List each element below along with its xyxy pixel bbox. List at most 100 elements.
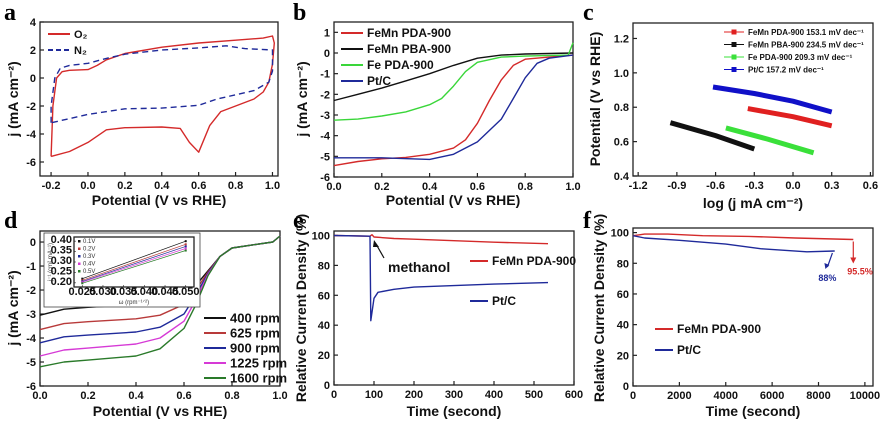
- legend-label: FeMn PDA-900: [492, 254, 576, 268]
- y-tick-label: 0.30: [51, 255, 72, 267]
- x-tick-label: 0.0: [326, 181, 341, 193]
- legend-label: 625 rpm: [230, 326, 280, 341]
- panel-c: c -1.2 -0.9 -0.6 -0.3 0.0 0.3 0.6 0.4 0.6 0.8 1.0 1.…: [583, 0, 878, 211]
- inset-data-point: [184, 243, 187, 246]
- x-tick-label: 0.8: [224, 390, 239, 402]
- x-tick-label: 200: [405, 389, 423, 401]
- x-tick-label: 300: [445, 389, 463, 401]
- y-tick-label: 0: [30, 237, 36, 249]
- y-tick-label: 60: [318, 290, 330, 302]
- series-line-1: [632, 235, 835, 253]
- y-tick-label: -2: [320, 89, 330, 101]
- x-tick-label: 1.0: [265, 180, 280, 192]
- x-tick-label: 0.025: [69, 286, 97, 298]
- series-line-0: [333, 233, 549, 245]
- y-tick-label: -6: [320, 172, 330, 184]
- x-tick-label: 0.2: [80, 390, 95, 402]
- inset-y-title: j⁻¹ (cm² mA⁻¹): [48, 243, 54, 282]
- y-tick-label: -2: [26, 285, 36, 297]
- inset-data-point: [184, 240, 187, 243]
- panel-letter: f: [583, 208, 592, 234]
- x-tick-label: 0: [630, 390, 636, 402]
- inset-series-line: [82, 246, 186, 282]
- panel-letter: a: [4, 0, 16, 26]
- legend-label: Pt/C 157.2 mV dec⁻¹: [748, 65, 824, 74]
- y-tick-label: -5: [26, 357, 36, 369]
- y-tick-label: 1.2: [614, 33, 629, 45]
- plot-frame: [39, 230, 281, 387]
- series-line-2: [333, 42, 574, 121]
- x-tick-label: 0: [331, 389, 337, 401]
- panel-letter: b: [293, 0, 306, 26]
- y-tick-label: -3: [320, 110, 330, 122]
- y-tick-label: -1: [26, 261, 36, 273]
- panel-a: a -0.2 0.0 0.2 0.4 0.6 0.8 1.0 -6 -4 -2 0 2 4 Potentia…: [4, 0, 280, 208]
- x-tick-label: 0.030: [89, 286, 117, 298]
- panel-letter: e: [293, 208, 304, 234]
- x-tick-label: 2000: [667, 390, 691, 402]
- x-axis-title: log (j mA cm⁻²): [703, 195, 803, 211]
- inset-legend-label: 0.4V: [83, 262, 95, 268]
- y-tick-label: 0.4: [614, 171, 630, 183]
- series-line-3: [334, 54, 574, 161]
- arrow-head-icon: [850, 257, 857, 264]
- legend-label: 1600 rpm: [230, 371, 287, 386]
- x-tick-label: 600: [565, 389, 583, 401]
- x-tick-label: 0.8: [518, 181, 533, 193]
- series-line-3: [712, 84, 833, 115]
- inset-legend-marker: [78, 240, 81, 243]
- inset-plot: 0.0250.0300.0350.0400.0450.0500.200.250.…: [43, 232, 201, 308]
- legend-label: Pt/C: [492, 294, 516, 308]
- legend-label: Fe PDA-900 209.3 mV dec⁻¹: [748, 53, 853, 62]
- plot-frame: [39, 21, 279, 177]
- inset-data-point: [81, 279, 84, 282]
- y-tick-label: -1: [320, 69, 330, 81]
- inset-x-title: ω (rpm⁻¹ᐟ²): [119, 299, 149, 306]
- inset-legend-marker: [78, 247, 81, 250]
- x-tick-label: 0.050: [172, 286, 200, 298]
- x-tick-label: 0.2: [117, 180, 132, 192]
- y-tick-label: 100: [312, 230, 330, 242]
- x-tick-label: 0.0: [32, 390, 47, 402]
- y-tick-label: 0: [30, 73, 36, 85]
- y-tick-label: -6: [26, 381, 36, 393]
- x-tick-label: -1.2: [629, 180, 648, 192]
- x-tick-label: 0.040: [131, 286, 159, 298]
- x-tick-label: 0.6: [176, 390, 191, 402]
- inset-data-point: [81, 281, 84, 284]
- x-tick-label: 1.0: [272, 390, 287, 402]
- legend-marker: [731, 42, 737, 47]
- x-axis-title: Time (second): [706, 403, 801, 419]
- panel-letter: d: [4, 208, 18, 234]
- series-line-0: [747, 106, 833, 129]
- x-tick-label: 0.2: [374, 181, 389, 193]
- y-tick-label: 1.0: [614, 68, 629, 80]
- y-tick-label: 80: [318, 260, 330, 272]
- x-axis-title: Potential (V vs RHE): [386, 192, 521, 208]
- legend-label: FeMn PBA-900: [367, 42, 451, 56]
- x-tick-label: 500: [525, 389, 543, 401]
- legend-label: Pt/C: [367, 74, 391, 88]
- y-axis-title: j (mA cm⁻²): [294, 61, 310, 137]
- y-axis-title: j (mA cm⁻²): [5, 270, 21, 346]
- x-tick-label: 0.6: [191, 180, 206, 192]
- inset-legend-label: 0.1V: [83, 239, 95, 245]
- panel-e: e 0 100 200 300 400 500 600 0 20 40 60 80 100 Time (se…: [293, 208, 583, 419]
- x-tick-label: -0.2: [42, 180, 61, 192]
- inset-series-line: [82, 250, 186, 284]
- x-tick-label: 1.0: [565, 181, 580, 193]
- legend-label: Pt/C: [677, 343, 701, 357]
- x-tick-label: 0.0: [80, 180, 95, 192]
- y-tick-label: -2: [26, 101, 36, 113]
- y-tick-label: -3: [26, 309, 36, 321]
- y-tick-label: 0: [324, 48, 330, 60]
- y-axis-title: Potential (V vs RHE): [587, 32, 603, 167]
- inset-data-point: [81, 282, 84, 285]
- legend-label: 900 rpm: [230, 341, 280, 356]
- y-axis-title: Relative Current Density (%): [293, 214, 309, 402]
- y-tick-label: 1: [324, 27, 330, 39]
- legend-marker: [731, 67, 737, 72]
- plot-frame: [632, 22, 874, 177]
- legend-label: FeMn PBA-900 234.5 mV dec⁻¹: [748, 40, 864, 49]
